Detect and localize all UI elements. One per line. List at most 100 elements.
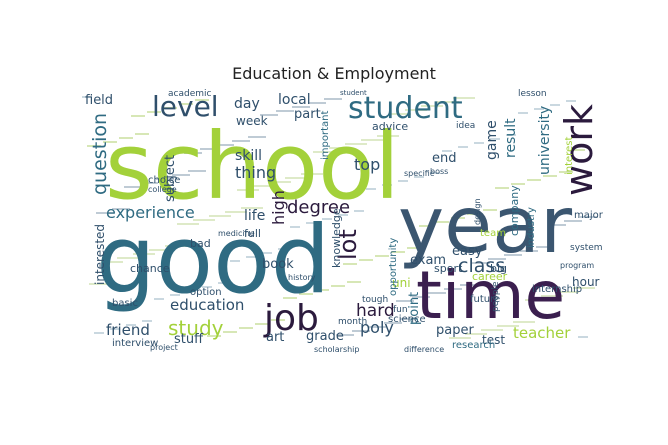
word-option: option: [190, 287, 222, 298]
filler-word-mark: [248, 136, 266, 138]
word-question: question: [89, 113, 111, 195]
word-education: education: [170, 296, 244, 314]
word-life: life: [244, 208, 265, 224]
word-field: field: [85, 93, 113, 108]
word-point: point: [407, 292, 422, 325]
word-uni: uni: [392, 276, 411, 290]
filler-word-mark: [396, 300, 414, 302]
filler-word-mark: [209, 215, 231, 217]
word-interest: interest: [564, 137, 575, 175]
filler-word-mark: [186, 290, 196, 292]
filler-word-mark: [368, 326, 386, 328]
filler-word-mark: [163, 107, 177, 109]
word-thing: thing: [235, 163, 276, 182]
word-science: science: [388, 314, 426, 325]
filler-word-mark: [444, 288, 462, 290]
filler-word-mark: [578, 336, 588, 338]
word-research: research: [452, 340, 495, 351]
filler-word-mark: [142, 320, 152, 322]
filler-word-mark: [506, 134, 516, 136]
filler-word-mark: [527, 179, 541, 181]
filler-word-mark: [315, 289, 329, 291]
filler-word-mark: [96, 212, 114, 214]
filler-word-mark: [193, 219, 215, 221]
word-industry: industry: [526, 207, 537, 248]
filler-word-mark: [308, 102, 326, 104]
word-scholarship: scholarship: [314, 345, 359, 354]
word-history: history: [288, 273, 316, 282]
filler-word-mark: [571, 149, 585, 151]
word-top: top: [354, 155, 380, 174]
word-opportunity: opportunity: [388, 238, 399, 296]
word-student: student: [340, 89, 367, 97]
word-academic: academic: [168, 89, 211, 99]
word-study: study: [168, 316, 224, 340]
word-end: end: [432, 151, 457, 166]
filler-word-mark: [407, 247, 421, 249]
word-bad: bad: [190, 237, 211, 250]
filler-word-mark: [117, 257, 139, 259]
filler-word-mark: [301, 173, 323, 175]
filler-word-mark: [195, 99, 209, 101]
word-company: company: [508, 185, 521, 236]
word-hard: hard: [356, 301, 395, 321]
filler-word-mark: [472, 262, 490, 264]
filler-word-mark: [278, 248, 288, 250]
filler-word-mark: [262, 252, 272, 254]
word-time: time: [416, 257, 565, 334]
filler-word-mark: [465, 333, 487, 335]
word-tough: tough: [362, 295, 388, 305]
word-class: class: [458, 255, 505, 277]
word-fun: fun: [393, 305, 408, 315]
word-experience: experience: [106, 203, 195, 222]
filler-word-mark: [442, 150, 452, 152]
filler-word-mark: [336, 334, 354, 336]
word-exam: exam: [410, 253, 446, 268]
filler-word-mark: [126, 324, 136, 326]
filler-word-mark: [534, 108, 544, 110]
filler-word-mark: [253, 185, 275, 187]
filler-word-mark: [241, 207, 263, 209]
filler-word-mark: [543, 175, 557, 177]
filler-word-mark: [172, 174, 190, 176]
filler-word-mark: [474, 142, 484, 144]
filler-word-mark: [232, 140, 250, 142]
word-big: big: [490, 262, 507, 275]
filler-word-mark: [313, 151, 335, 153]
filler-word-mark: [481, 329, 503, 331]
filler-word-mark: [541, 295, 563, 297]
filler-word-mark: [382, 184, 392, 186]
word-interested: interested: [93, 224, 107, 285]
filler-word-mark: [149, 249, 171, 251]
filler-word-mark: [124, 186, 142, 188]
word-lesson: lesson: [518, 89, 547, 99]
word-advice: advice: [372, 120, 408, 133]
word-job: job: [263, 298, 319, 339]
word-design: design: [473, 198, 482, 225]
word-level: level: [152, 90, 219, 123]
filler-word-mark: [338, 214, 348, 216]
filler-word-mark: [352, 330, 370, 332]
word-result: result: [503, 118, 519, 158]
filler-word-mark: [170, 294, 180, 296]
word-basic: basic: [112, 298, 138, 309]
word-paper: paper: [436, 323, 474, 338]
filler-word-mark: [437, 101, 459, 103]
filler-word-mark: [230, 260, 240, 262]
word-skill: skill: [235, 148, 262, 164]
filler-word-mark: [112, 208, 130, 210]
filler-word-mark: [354, 210, 364, 212]
filler-word-mark: [184, 152, 202, 154]
word-college: college: [148, 185, 177, 194]
filler-word-mark: [82, 96, 92, 98]
filler-word-mark: [497, 325, 519, 327]
filler-word-mark: [255, 323, 269, 325]
word-career: career: [472, 270, 508, 283]
filler-word-mark: [428, 292, 446, 294]
filler-word-mark: [101, 261, 123, 263]
filler-word-mark: [331, 285, 345, 287]
filler-word-mark: [389, 113, 411, 115]
filler-word-mark: [179, 103, 193, 105]
filler-word-mark: [564, 220, 582, 222]
word-major: major: [574, 210, 604, 221]
